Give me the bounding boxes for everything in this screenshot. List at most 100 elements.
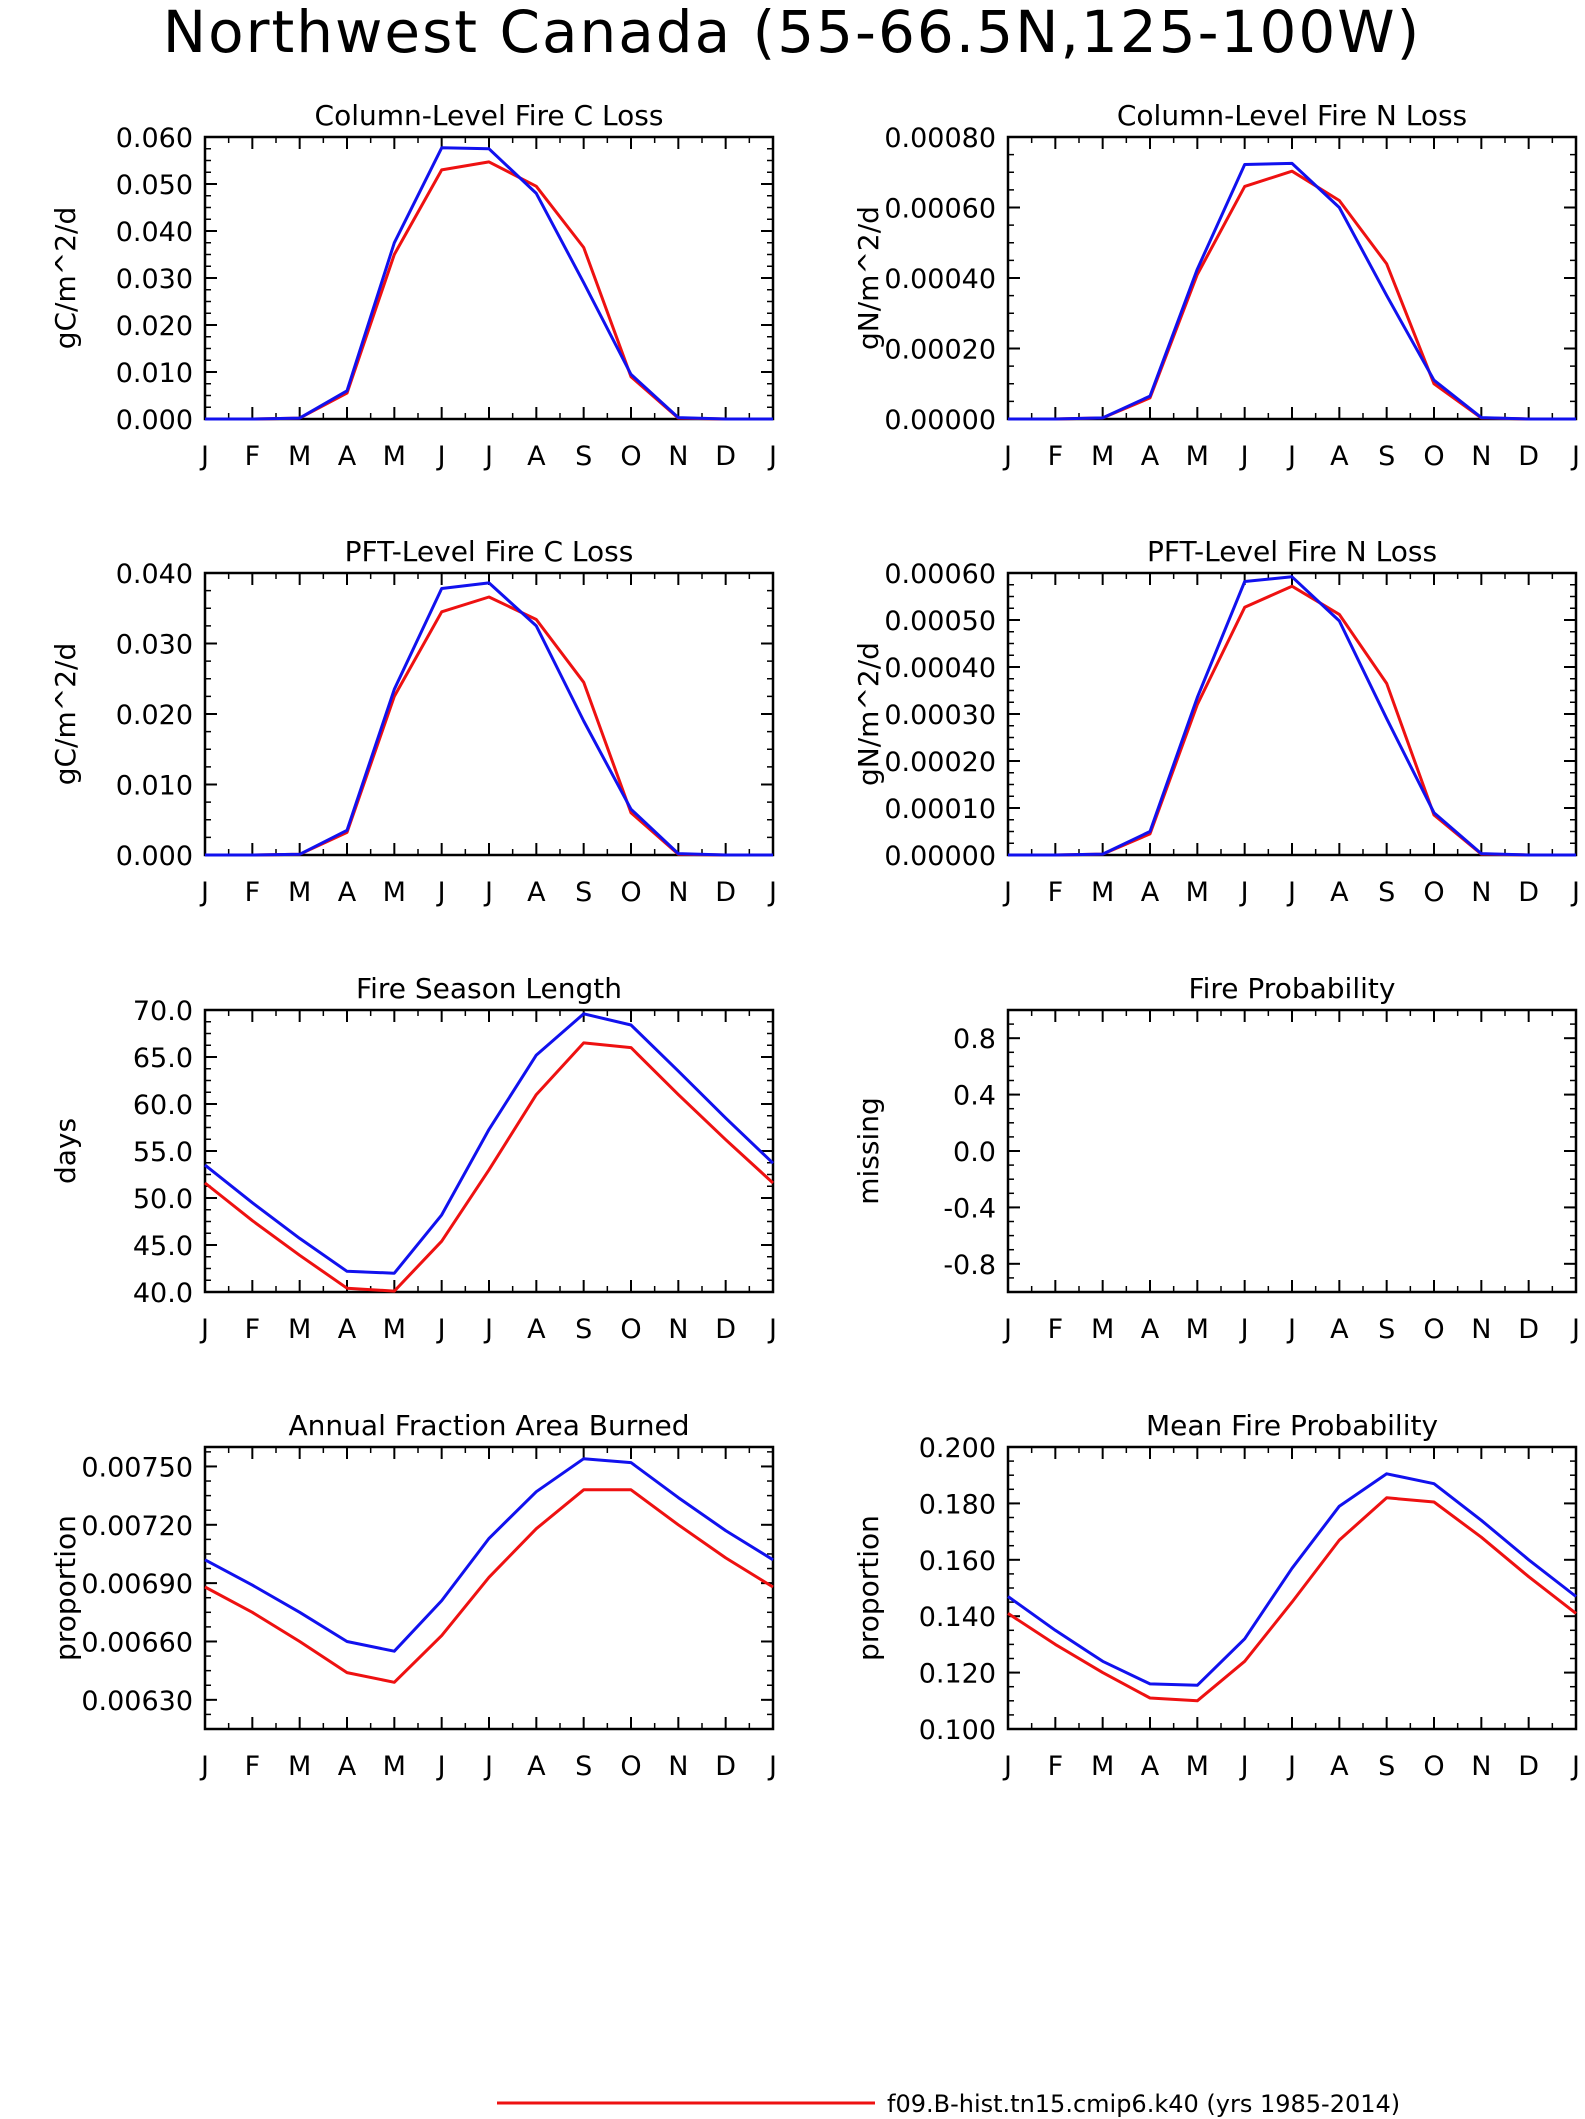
- x-tick-label: J: [1002, 1314, 1012, 1345]
- x-tick-label: N: [1471, 877, 1491, 908]
- x-tick-label: J: [483, 441, 493, 472]
- x-tick-label: M: [288, 1751, 311, 1782]
- x-tick-label: A: [1330, 1751, 1349, 1782]
- x-tick-label: S: [575, 877, 592, 908]
- chart-panel-4: J F M A M J J A S O N D J0.000000.000100.000200.0003…: [852, 535, 1580, 908]
- y-tick-label: 0.010: [116, 771, 193, 802]
- y-tick-label: 0.030: [116, 264, 193, 295]
- x-tick-label: J: [436, 441, 446, 472]
- x-tick-label: N: [668, 441, 688, 472]
- x-tick-label: A: [527, 877, 546, 908]
- y-axis-label: days: [49, 1118, 82, 1184]
- y-tick-label: 0.040: [116, 217, 193, 248]
- y-tick-label: 0.000: [116, 841, 193, 872]
- y-tick-label: 0.00020: [884, 747, 996, 778]
- x-tick-label: J: [1286, 1751, 1296, 1782]
- x-tick-label: M: [1186, 1314, 1209, 1345]
- plot-frame: [203, 1445, 775, 1731]
- x-tick-label: J: [1002, 1751, 1012, 1782]
- x-tick-label: J: [1239, 1314, 1249, 1345]
- x-tick-label: J: [1239, 441, 1249, 472]
- y-tick-label: 65.0: [133, 1043, 193, 1074]
- y-tick-label: 0.00080: [884, 123, 996, 154]
- y-tick-label: 0.00660: [81, 1627, 193, 1658]
- series-line-1: [205, 595, 773, 857]
- x-tick-label: M: [288, 877, 311, 908]
- y-tick-label: -0.4: [943, 1193, 996, 1224]
- chart-panel-3: J F M A M J J A S O N D J0.0000.0100.0200.0300.040PF…: [49, 535, 777, 908]
- x-tick-label: J: [1002, 877, 1012, 908]
- x-tick-label: N: [668, 1314, 688, 1345]
- x-tick-label: J: [1286, 1314, 1296, 1345]
- series-line-2: [205, 581, 773, 857]
- x-tick-label: N: [1471, 1314, 1491, 1345]
- x-tick-label: J: [483, 1314, 493, 1345]
- y-tick-label: 0.00060: [884, 559, 996, 590]
- y-tick-label: 0.00000: [884, 841, 996, 872]
- x-tick-label: D: [715, 1314, 736, 1345]
- x-tick-label: J: [199, 1751, 209, 1782]
- y-axis-label: missing: [852, 1097, 885, 1205]
- x-tick-label: J: [1570, 877, 1580, 908]
- x-tick-label: O: [620, 1314, 641, 1345]
- series-line-2: [1007, 1472, 1577, 1687]
- x-tick-label: M: [383, 441, 406, 472]
- x-tick-label: A: [527, 1314, 546, 1345]
- x-tick-label: F: [245, 441, 261, 472]
- x-tick-label: J: [1239, 877, 1249, 908]
- x-tick-label: F: [1048, 1751, 1064, 1782]
- x-tick-label: A: [338, 1751, 357, 1782]
- x-tick-label: A: [1330, 441, 1349, 472]
- x-tick-label: J: [1570, 1314, 1580, 1345]
- x-tick-label: D: [1518, 1751, 1539, 1782]
- plot-frame: [1006, 1008, 1578, 1294]
- panel-title: Fire Probability: [1189, 972, 1396, 1005]
- y-tick-label: 55.0: [133, 1137, 193, 1168]
- x-tick-label: M: [1091, 877, 1114, 908]
- x-tick-label: S: [1378, 1314, 1395, 1345]
- x-tick-label: M: [1091, 1314, 1114, 1345]
- y-tick-label: 0.00060: [884, 194, 996, 225]
- y-tick-label: 0.030: [116, 630, 193, 661]
- x-tick-label: A: [338, 877, 357, 908]
- x-tick-label: D: [715, 877, 736, 908]
- y-tick-label: -0.8: [943, 1250, 996, 1281]
- x-tick-label: J: [483, 1751, 493, 1782]
- y-tick-label: 50.0: [133, 1184, 193, 1215]
- x-tick-label: N: [1471, 1751, 1491, 1782]
- series-line-2: [205, 146, 773, 421]
- y-tick-label: 0.00690: [81, 1569, 193, 1600]
- series-line-2: [204, 1012, 775, 1275]
- panel-title: Fire Season Length: [356, 972, 622, 1005]
- y-axis-label: proportion: [852, 1515, 885, 1661]
- x-tick-label: M: [1091, 441, 1114, 472]
- x-tick-label: J: [1570, 441, 1580, 472]
- x-tick-label: O: [620, 1751, 641, 1782]
- x-tick-label: M: [288, 1314, 311, 1345]
- series-line-1: [204, 1488, 774, 1684]
- y-tick-label: 60.0: [133, 1090, 193, 1121]
- y-tick-label: 0.00010: [884, 794, 996, 825]
- y-tick-label: 0.00720: [81, 1511, 193, 1542]
- chart-panel-1: J F M A M J J A S O N D J0.0000.0100.0200.0300.0400.…: [49, 99, 777, 472]
- x-tick-label: M: [1186, 441, 1209, 472]
- y-tick-label: 0.00750: [81, 1452, 193, 1483]
- y-tick-label: 0.00040: [884, 653, 996, 684]
- x-tick-label: F: [1048, 441, 1064, 472]
- y-tick-label: 0.050: [116, 170, 193, 201]
- x-tick-label: N: [668, 877, 688, 908]
- series-line-2: [1008, 161, 1576, 421]
- x-tick-label: M: [383, 877, 406, 908]
- x-tick-label: F: [245, 877, 261, 908]
- x-tick-label: J: [483, 877, 493, 908]
- x-tick-label: A: [338, 441, 357, 472]
- legend-label-series-1: f09.B-hist.tn15.cmip6.k40 (yrs 1985-2014…: [887, 2090, 1400, 2118]
- y-tick-label: 0.00020: [884, 335, 996, 366]
- x-tick-label: O: [1423, 877, 1444, 908]
- x-tick-label: J: [767, 441, 777, 472]
- x-tick-label: O: [1423, 441, 1444, 472]
- series-line-1: [205, 160, 773, 421]
- x-tick-label: J: [436, 1314, 446, 1345]
- series-line-1: [1008, 169, 1576, 421]
- x-tick-label: J: [767, 877, 777, 908]
